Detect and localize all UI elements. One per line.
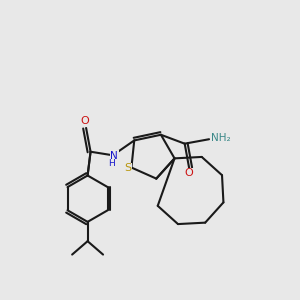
- Text: S: S: [124, 164, 131, 173]
- Text: NH₂: NH₂: [211, 133, 230, 143]
- Text: N: N: [110, 151, 118, 161]
- Text: O: O: [80, 116, 89, 126]
- Text: O: O: [185, 168, 194, 178]
- Text: H: H: [108, 159, 115, 168]
